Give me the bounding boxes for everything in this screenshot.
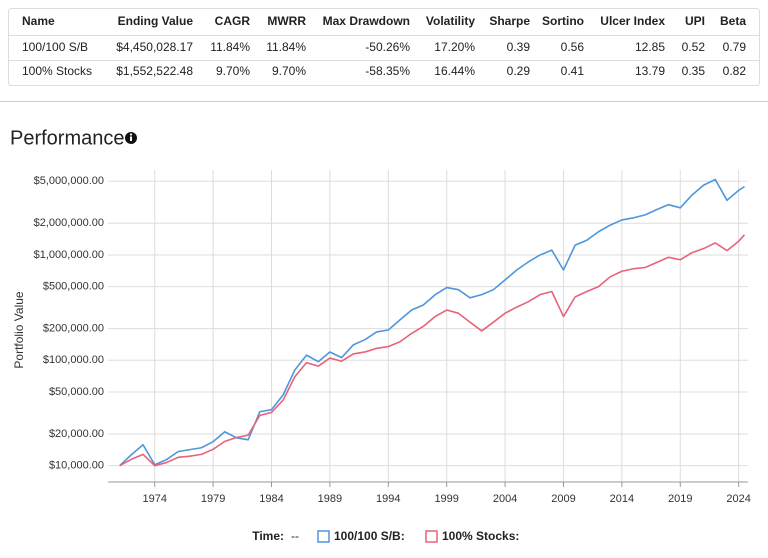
table-cell: 11.84% [266, 40, 306, 54]
table-header: MWRR [267, 14, 306, 28]
table-cell: 100% Stocks [22, 64, 92, 78]
legend-label: 100% Stocks: [442, 529, 519, 543]
table-cell: 9.70% [216, 64, 250, 78]
legend-swatch [425, 530, 438, 543]
y-tick-label: $50,000.00 [49, 386, 104, 398]
table-cell: -58.35% [365, 64, 410, 78]
y-tick-label: $5,000,000.00 [34, 175, 104, 187]
table-cell: $1,552,522.48 [116, 64, 193, 78]
table-header: Sharpe [489, 14, 530, 28]
table-cell: 0.82 [723, 64, 747, 78]
table-cell: 0.79 [723, 40, 747, 54]
y-tick-label: $20,000.00 [49, 428, 104, 440]
table-cell: 0.56 [561, 40, 585, 54]
table-header: CAGR [215, 14, 251, 28]
y-axis-label: Portfolio Value [12, 291, 26, 368]
table-cell: 0.35 [682, 64, 706, 78]
table-cell: -50.26% [365, 40, 410, 54]
legend-swatch [317, 530, 330, 543]
info-icon [125, 132, 137, 144]
y-tick-label: $200,000.00 [43, 322, 104, 334]
legend: Time: -- 100/100 S/B: 100% Stocks: [252, 529, 519, 543]
x-tick-label: 2019 [668, 493, 692, 505]
table: Name Ending Value CAGR MWRR Max Drawdown Vola… [22, 14, 746, 78]
table-cell: 17.20% [434, 40, 475, 54]
x-tick-label: 2024 [726, 493, 750, 505]
plot: $10,000.00 $20,000.00 $50,000.00 $100,000.0… [34, 170, 751, 505]
section-title: Performance [10, 127, 125, 149]
table-header: UPI [685, 14, 705, 28]
table-header: Volatility [426, 14, 475, 28]
table-header: Ending Value [118, 14, 194, 28]
x-tick-label: 2004 [493, 493, 517, 505]
x-tick-label: 1974 [142, 493, 166, 505]
table-cell: 9.70% [272, 64, 306, 78]
x-tick-label: 1999 [434, 493, 458, 505]
table-header: Ulcer Index [600, 14, 665, 28]
legend-label: 100/100 S/B: [334, 529, 405, 543]
table-cell: 0.41 [561, 64, 585, 78]
y-tick-label: $1,000,000.00 [34, 249, 104, 261]
table-border [8, 8, 760, 86]
series-line [119, 234, 746, 467]
x-tick-label: 1984 [259, 493, 283, 505]
x-tick-label: 1994 [376, 493, 400, 505]
table-cell: 13.79 [635, 64, 665, 78]
table-cell: 0.39 [507, 40, 531, 54]
table-cell: 100/100 S/B [22, 40, 88, 54]
x-tick-label: 1989 [318, 493, 342, 505]
legend-time-value: -- [291, 529, 299, 543]
x-tick-label: 1979 [201, 493, 225, 505]
table-cell: 11.84% [210, 40, 250, 54]
y-tick-label: $2,000,000.00 [34, 217, 104, 229]
table-header: Name [22, 14, 55, 28]
table-header: Max Drawdown [323, 14, 410, 28]
legend-time-label: Time: [252, 529, 284, 543]
table-cell: 16.44% [434, 64, 475, 78]
y-tick-label: $10,000.00 [49, 460, 104, 472]
x-tick-label: 2009 [551, 493, 575, 505]
y-tick-label: $500,000.00 [43, 281, 104, 293]
table-cell: $4,450,028.17 [116, 40, 193, 54]
table-cell: 12.85 [635, 40, 665, 54]
x-tick-label: 2014 [610, 493, 634, 505]
series-line [119, 178, 745, 467]
table-header: Beta [720, 14, 746, 28]
table-cell: 0.29 [507, 64, 531, 78]
table-header: Sortino [542, 14, 584, 28]
y-tick-label: $100,000.00 [43, 354, 104, 366]
table-cell: 0.52 [682, 40, 706, 54]
